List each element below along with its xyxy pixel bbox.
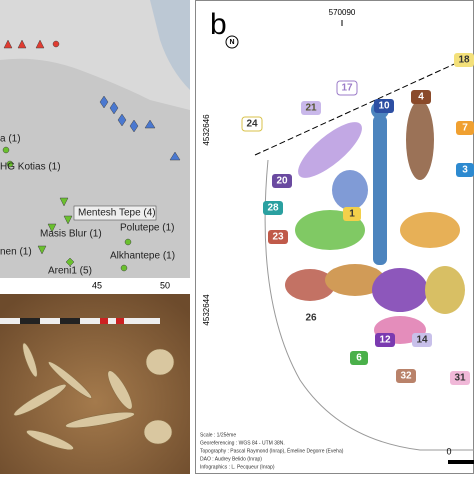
individual-label: 32 xyxy=(400,371,412,382)
marker xyxy=(3,39,13,49)
label-box xyxy=(336,80,358,96)
panel-label: b xyxy=(210,8,227,41)
label-box xyxy=(412,333,432,347)
label-box xyxy=(301,101,321,115)
marker xyxy=(117,113,127,127)
label-box xyxy=(350,351,368,365)
label-box xyxy=(456,121,474,135)
marker xyxy=(6,160,14,168)
marker xyxy=(65,257,75,267)
marker xyxy=(129,119,139,133)
longitude-label: 50 xyxy=(160,280,170,290)
marker xyxy=(120,264,128,272)
credit: Scale : 1/25ème xyxy=(200,432,236,438)
label-box xyxy=(263,201,283,215)
longitude-label: 45 xyxy=(92,280,102,290)
marker xyxy=(59,197,69,207)
label-box xyxy=(456,163,474,177)
individual-label: 20 xyxy=(276,176,288,187)
label-box xyxy=(343,207,361,221)
scale-zero: 0 xyxy=(446,446,451,456)
site-label: HG Kotias (1) xyxy=(0,162,61,173)
individual-labels: 17 21 10 4 18 24 7 3 20 1 28 23 26 12 14… xyxy=(241,53,474,385)
individual-label: 1 xyxy=(349,209,355,220)
individual-label: 12 xyxy=(379,335,391,346)
skeletons xyxy=(285,100,465,344)
site-label: Polutepe (1) xyxy=(120,223,174,234)
label-box xyxy=(374,99,394,113)
individual-label: 14 xyxy=(416,335,428,346)
marker xyxy=(35,39,45,49)
northing-label: 4532644 xyxy=(202,294,211,326)
north-label: N xyxy=(229,39,234,46)
label-box xyxy=(272,174,292,188)
marker xyxy=(47,223,57,233)
sea xyxy=(150,0,190,90)
marker xyxy=(52,40,60,48)
individual-label: 10 xyxy=(378,101,390,112)
marker xyxy=(37,245,47,255)
site-label: nen (1) xyxy=(0,247,32,258)
bones xyxy=(13,342,175,451)
individual-label: 21 xyxy=(305,103,317,114)
label-box xyxy=(396,369,416,383)
marker xyxy=(144,119,156,129)
site-label: Areni1 (5) xyxy=(48,266,92,277)
credit: Georeferencing : WGS 84 - UTM 38N. xyxy=(200,440,285,446)
easting-label: 570090 xyxy=(329,8,356,17)
individual-label: 4 xyxy=(418,92,424,103)
label-box xyxy=(450,371,470,385)
individual-label: 26 xyxy=(305,313,317,324)
scale-bar-segments xyxy=(20,318,124,324)
compass xyxy=(225,35,239,49)
pit-outline xyxy=(264,159,474,451)
individual-label: 31 xyxy=(454,373,466,384)
label-box xyxy=(411,90,431,104)
marker xyxy=(2,146,10,154)
site-box xyxy=(73,205,157,221)
marker xyxy=(169,151,181,161)
individual-label: 28 xyxy=(267,203,279,214)
label-box xyxy=(268,230,288,244)
credit: Infographics : L. Pecqueur (Inrap) xyxy=(200,464,275,470)
individual-label: 3 xyxy=(462,165,468,176)
individual-label: 6 xyxy=(356,353,362,364)
marker xyxy=(124,238,132,246)
label-box xyxy=(454,53,474,67)
label-box xyxy=(375,333,395,347)
northing-label: 4532646 xyxy=(202,114,211,146)
terrain xyxy=(0,58,190,278)
scale-bar xyxy=(448,460,474,464)
markers xyxy=(2,39,181,272)
site-label: a (1) xyxy=(0,134,21,145)
individual-label: 24 xyxy=(246,119,258,130)
section-line xyxy=(254,54,474,156)
credit: Topography : Pascal Raymond (Inrap), Éme… xyxy=(200,447,344,454)
individual-label: 18 xyxy=(458,55,470,66)
individual-label: 7 xyxy=(462,123,468,134)
label-box xyxy=(241,116,263,132)
individual-label: 23 xyxy=(272,232,284,243)
site-label: Masis Blur (1) xyxy=(40,229,102,240)
marker xyxy=(99,95,109,109)
site-label: Alkhantepe (1) xyxy=(110,251,175,262)
individual-label: 17 xyxy=(341,83,353,94)
marker xyxy=(17,39,27,49)
marker xyxy=(63,215,73,225)
marker xyxy=(109,101,119,115)
site-label: Mentesh Tepe (4) xyxy=(78,208,156,219)
credit: DAO : Audrey Belido (Inrap) xyxy=(200,456,262,462)
